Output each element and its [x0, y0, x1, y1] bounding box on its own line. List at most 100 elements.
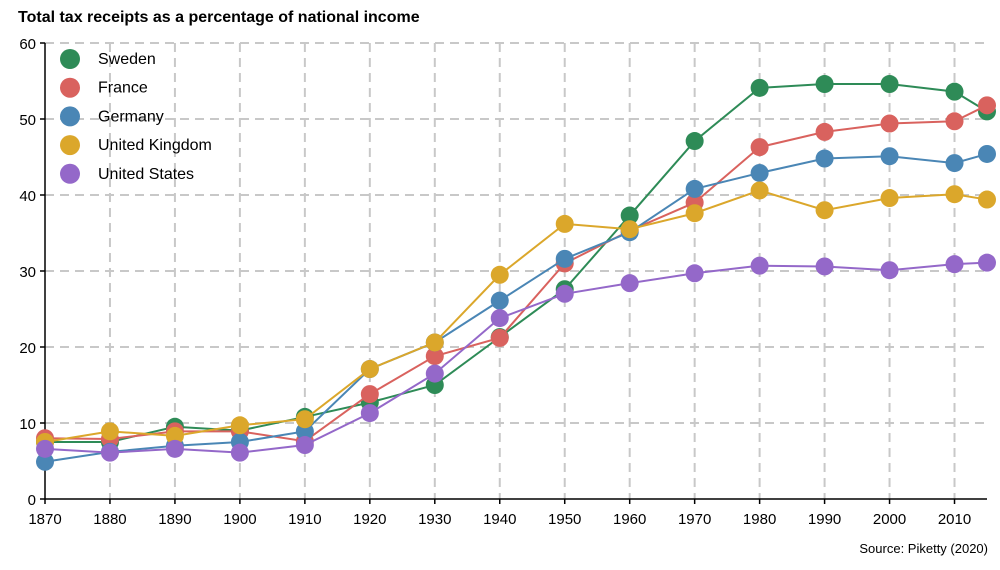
- data-point: [815, 75, 834, 94]
- y-tick-label: 0: [28, 492, 36, 509]
- data-point: [360, 385, 379, 404]
- data-point: [945, 255, 964, 274]
- legend-item: France: [60, 77, 148, 98]
- x-tick-label: 1930: [418, 511, 451, 528]
- x-tick-label: 2000: [873, 511, 906, 528]
- axes: 0 10 20 30 40 50 60 1870 1880 1890 1900 1910 1920 193…: [19, 36, 987, 528]
- data-point: [100, 443, 119, 462]
- data-point: [620, 206, 639, 225]
- data-point: [945, 185, 964, 204]
- x-tick-label: 1910: [288, 511, 321, 528]
- legend-item: United States: [60, 163, 194, 184]
- data-point: [295, 436, 314, 455]
- y-tick-label: 60: [19, 36, 36, 53]
- data-point: [360, 404, 379, 423]
- data-point: [880, 189, 899, 208]
- legend-marker: [60, 163, 80, 184]
- data-point: [750, 256, 769, 275]
- x-tick-label: 1950: [548, 511, 581, 528]
- data-point: [425, 364, 444, 383]
- x-tick-label: 1990: [808, 511, 841, 528]
- data-point: [295, 410, 314, 429]
- data-point: [490, 328, 509, 347]
- x-tick-label: 1940: [483, 511, 516, 528]
- legend-item: Sweden: [60, 49, 156, 69]
- x-tick-label: 1980: [743, 511, 776, 528]
- x-tick-label: 1970: [678, 511, 711, 528]
- data-point: [945, 154, 964, 173]
- y-tick-label: 50: [19, 112, 36, 129]
- data-point: [815, 149, 834, 168]
- data-point: [685, 132, 704, 151]
- data-point: [230, 443, 249, 462]
- legend-label: United Kingdom: [98, 137, 212, 154]
- data-point: [978, 253, 996, 272]
- data-point: [880, 147, 899, 166]
- data-point: [36, 439, 54, 458]
- legend-label: Germany: [98, 108, 164, 125]
- x-tick-label: 1890: [158, 511, 191, 528]
- data-point: [36, 452, 54, 471]
- data-point: [360, 360, 379, 379]
- data-point: [425, 347, 444, 366]
- data-point: [880, 261, 899, 280]
- y-tick-label: 30: [19, 264, 36, 281]
- data-point: [490, 291, 509, 310]
- data-point: [815, 122, 834, 141]
- data-point: [100, 422, 119, 441]
- legend-marker: [60, 106, 80, 127]
- legend: Sweden France Germany United Kingdom United …: [60, 49, 212, 184]
- data-point: [555, 214, 574, 233]
- data-point: [750, 163, 769, 182]
- data-point: [165, 439, 184, 458]
- data-point: [620, 220, 639, 239]
- series-line: [44, 189, 988, 443]
- data-point: [945, 82, 964, 101]
- legend-item: United Kingdom: [60, 135, 212, 156]
- series-line: [44, 152, 988, 463]
- data-point: [750, 78, 769, 97]
- series-united-states: [36, 253, 996, 462]
- data-point: [978, 96, 996, 115]
- legend-label: Sweden: [98, 51, 156, 68]
- series-line: [44, 261, 988, 454]
- series-line: [45, 83, 988, 443]
- y-tick-label: 40: [19, 188, 36, 205]
- x-tick-label: 1960: [613, 511, 646, 528]
- data-point: [880, 114, 899, 133]
- data-point: [620, 274, 639, 293]
- legend-marker: [60, 49, 80, 69]
- data-point: [425, 333, 444, 352]
- x-tick-label: 1870: [28, 511, 61, 528]
- data-point: [978, 190, 996, 209]
- legend-item: Germany: [60, 106, 164, 127]
- data-point: [815, 257, 834, 276]
- series-united-kingdom: [36, 181, 996, 451]
- x-tick-label: 1880: [93, 511, 126, 528]
- data-point: [490, 309, 509, 328]
- chart-source: Source: Piketty (2020): [859, 541, 988, 556]
- data-point: [750, 181, 769, 200]
- data-point: [945, 112, 964, 131]
- data-point: [685, 264, 704, 283]
- data-point: [685, 204, 704, 223]
- data-point: [880, 75, 899, 94]
- data-point: [750, 138, 769, 157]
- data-point: [555, 284, 574, 303]
- data-point: [555, 249, 574, 268]
- data-point: [978, 144, 996, 163]
- legend-marker: [60, 135, 80, 156]
- data-point: [490, 265, 509, 284]
- x-tick-label: 1900: [223, 511, 256, 528]
- data-point: [685, 179, 704, 198]
- x-tick-label: 1920: [353, 511, 386, 528]
- series-line: [44, 104, 988, 443]
- legend-label: France: [98, 80, 148, 97]
- data-point: [165, 426, 184, 445]
- legend-marker: [60, 77, 80, 98]
- data-point: [815, 201, 834, 220]
- series-group: [36, 75, 996, 471]
- y-tick-label: 10: [19, 416, 36, 433]
- data-point: [230, 416, 249, 435]
